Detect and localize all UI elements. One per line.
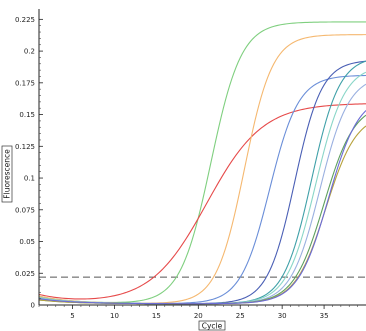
tick-marks: 0 0.025 0.05 0.075 0.1 0.125 0.15 0.175 0.2 0.225… xyxy=(15,16,358,320)
x-tick-label: 35 xyxy=(320,312,329,320)
y-tick-label: 0.1 xyxy=(24,175,35,183)
y-tick-label: 0 xyxy=(31,302,35,310)
x-tick-label: 5 xyxy=(70,312,74,320)
y-tick-label: 0.125 xyxy=(15,143,35,151)
x-tick-label: 10 xyxy=(110,312,119,320)
y-tick-label: 0.075 xyxy=(15,206,35,214)
y-tick-label: 0.2 xyxy=(24,48,35,56)
y-tick-label: 0.05 xyxy=(19,238,35,246)
y-axis-title: Fluorescence xyxy=(3,149,12,199)
x-axis-title: Cycle xyxy=(202,322,223,331)
series-line-11 xyxy=(39,110,366,305)
x-tick-label: 30 xyxy=(278,312,287,320)
y-tick-label: 0.225 xyxy=(15,16,35,24)
x-tick-label: 15 xyxy=(152,312,161,320)
x-tick-label: 20 xyxy=(194,312,203,320)
y-tick-label: 0.025 xyxy=(15,270,35,278)
y-tick-label: 0.15 xyxy=(19,111,35,119)
y-axis-title-box xyxy=(1,145,13,203)
series-line-2 xyxy=(39,103,366,300)
x-axis-title-box xyxy=(198,320,226,331)
amplification-curves xyxy=(39,21,366,305)
y-tick-label: 0.175 xyxy=(15,79,35,87)
x-tick-label: 25 xyxy=(236,312,245,320)
axes xyxy=(38,9,366,306)
